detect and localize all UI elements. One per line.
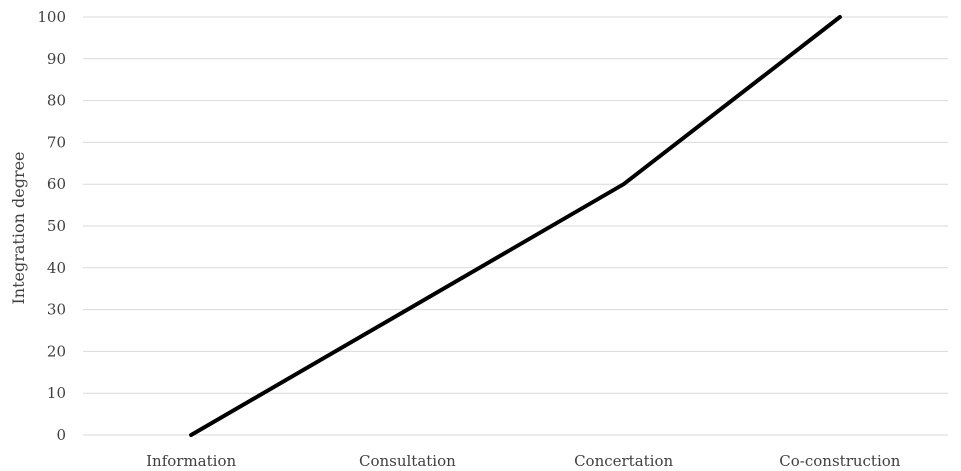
- y-tick-label: 40: [47, 259, 66, 277]
- gridlines: [83, 16, 948, 436]
- y-tick-label: 90: [47, 50, 66, 68]
- x-tick-label: Concertation: [574, 452, 673, 470]
- y-tick-label: 60: [47, 175, 66, 193]
- y-tick-label: 20: [47, 342, 66, 360]
- y-tick-label: 30: [47, 301, 66, 319]
- y-tick-label: 70: [47, 133, 66, 151]
- series-line: [189, 15, 842, 437]
- x-tick-label: Consultation: [359, 452, 456, 470]
- y-tick-label: 50: [47, 217, 66, 235]
- y-axis-tick-labels: 0 10 20 30 40 50 60 70 80 90 100: [37, 8, 66, 444]
- x-tick-label: Co-construction: [779, 452, 900, 470]
- x-tick-label: Information: [146, 452, 236, 470]
- y-tick-label: 100: [37, 8, 66, 26]
- series-layer: [189, 15, 842, 437]
- y-tick-label: 10: [47, 384, 66, 402]
- y-tick-label: 80: [47, 92, 66, 110]
- x-axis-tick-labels: Information Consultation Concertation Co-co…: [146, 452, 901, 470]
- y-axis-title: Integration degree: [9, 151, 28, 304]
- y-tick-label: 0: [56, 426, 66, 444]
